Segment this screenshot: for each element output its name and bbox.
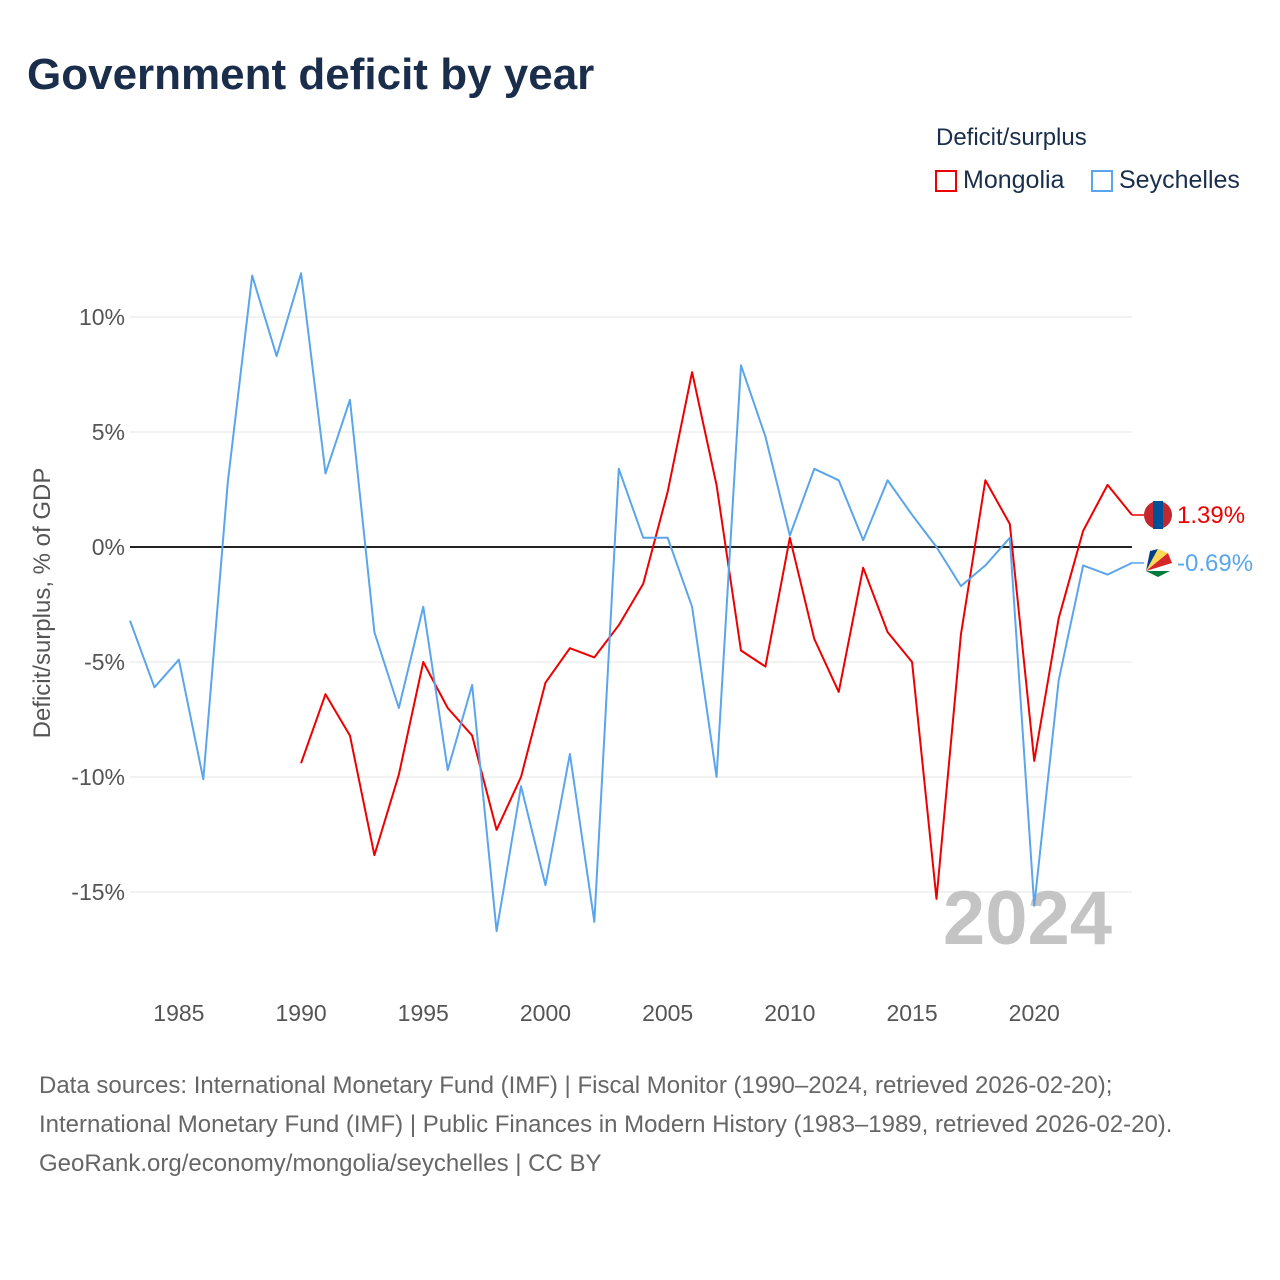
data-sources: Data sources: International Monetary Fun… — [39, 1072, 1173, 1138]
series-line-mongolia — [300, 371, 1133, 900]
y-tick-label: 5% — [92, 419, 125, 445]
flag-green — [1146, 571, 1170, 577]
legend-item-seychelles[interactable]: Seychelles — [1091, 166, 1240, 195]
x-tick-label: 2000 — [520, 1000, 571, 1026]
y-tick-label: -5% — [84, 649, 125, 675]
x-tick-label: 2010 — [764, 1000, 815, 1026]
x-tick-label: 1995 — [398, 1000, 449, 1026]
flag-yellow — [1146, 549, 1168, 571]
sources-footnote: Data sources: International Monetary Fun… — [39, 1066, 1239, 1183]
source-link[interactable]: GeoRank.org/economy/mongolia/seychelles … — [39, 1150, 602, 1177]
legend-swatch-mongolia — [935, 169, 957, 192]
x-tick-label: 2005 — [642, 1000, 693, 1026]
y-tick-label: -10% — [71, 764, 125, 790]
x-tick-label: 2020 — [1009, 1000, 1060, 1026]
y-tick-label: -15% — [71, 879, 125, 905]
series-line-seychelles — [129, 272, 1133, 933]
mongolia-flag-icon — [1144, 501, 1172, 529]
seychelles-flag-icon — [1144, 549, 1172, 577]
y-tick-label: 0% — [92, 534, 125, 560]
x-tick-label: 2015 — [886, 1000, 937, 1026]
legend-label: Mongolia — [963, 166, 1065, 194]
year-watermark: 2024 — [943, 876, 1112, 961]
legend-label: Seychelles — [1119, 166, 1240, 194]
legend-swatch-seychelles — [1091, 169, 1113, 192]
x-tick-label: 1985 — [153, 1000, 204, 1026]
x-tick-label: 1990 — [275, 1000, 326, 1026]
y-axis-label: Deficit/surplus, % of GDP — [29, 468, 56, 739]
flag-red — [1146, 553, 1172, 571]
end-value-label: 1.39% — [1177, 502, 1245, 529]
y-tick-label: 10% — [79, 304, 125, 330]
flag-stripe — [1153, 501, 1163, 529]
chart-title: Government deficit by year — [27, 50, 595, 99]
end-value-label: -0.69% — [1177, 550, 1253, 577]
legend-item-mongolia[interactable]: Mongolia — [935, 166, 1064, 195]
legend-title: Deficit/surplus — [936, 124, 1087, 151]
